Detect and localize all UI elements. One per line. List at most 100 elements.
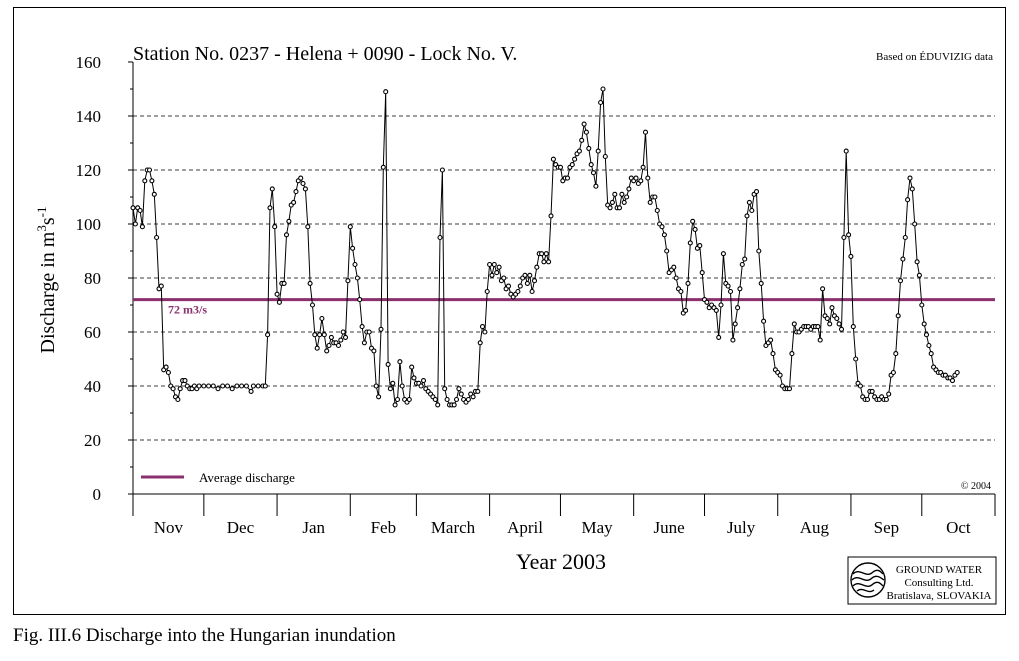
data-point xyxy=(317,332,323,338)
data-point xyxy=(265,332,271,338)
data-point xyxy=(515,288,521,295)
data-point xyxy=(411,375,417,381)
data-point xyxy=(281,280,287,286)
data-point xyxy=(272,224,278,230)
legend-label: Average discharge xyxy=(199,470,295,485)
data-point xyxy=(305,224,311,230)
data-point xyxy=(725,283,731,289)
data-point xyxy=(210,383,216,389)
data-point xyxy=(338,337,344,343)
data-point xyxy=(727,288,734,295)
data-point xyxy=(524,280,530,286)
data-point xyxy=(456,386,462,392)
data-point xyxy=(146,167,153,173)
data-point xyxy=(307,280,313,286)
data-point xyxy=(293,189,299,195)
data-point xyxy=(827,321,833,327)
legend: Average discharge xyxy=(141,470,295,485)
figure-frame xyxy=(13,7,1006,615)
x-tick-label: July xyxy=(727,518,756,537)
y-tick-labels: 0 20 40 60 80 100 120 140 160 xyxy=(76,53,102,504)
figure-caption: Fig. III.6 Discharge into the Hungarian … xyxy=(13,625,396,646)
average-label: 72 m3/s xyxy=(168,303,207,317)
data-point xyxy=(600,86,606,92)
data-point xyxy=(647,199,653,205)
data-point xyxy=(302,186,308,192)
data-point xyxy=(607,205,613,211)
data-point xyxy=(886,391,892,397)
data-point xyxy=(909,186,915,192)
data-point xyxy=(352,261,358,268)
data-point xyxy=(437,234,443,241)
logo-line3: Bratislava, SLOVAKIA xyxy=(887,590,992,602)
data-point xyxy=(654,207,660,214)
data-point xyxy=(137,207,143,214)
data-point xyxy=(581,121,587,127)
data-point xyxy=(359,324,365,330)
data-point xyxy=(354,275,360,281)
data-point xyxy=(770,351,776,357)
data-point xyxy=(366,329,372,335)
data-point xyxy=(829,305,835,311)
x-tick-label: June xyxy=(654,518,685,537)
data-point xyxy=(541,259,547,265)
data-point xyxy=(846,232,852,238)
data-point xyxy=(229,386,235,392)
data-point xyxy=(531,278,538,284)
data-point xyxy=(737,286,743,292)
chart-title: Station No. 0237 - Helena + 0090 - Lock … xyxy=(133,43,517,65)
data-point xyxy=(276,299,282,305)
data-point xyxy=(744,213,750,219)
data-point xyxy=(652,194,658,200)
data-point xyxy=(342,334,349,340)
data-point xyxy=(949,378,956,384)
data-point xyxy=(392,402,398,408)
x-tick-label: Feb xyxy=(371,518,397,537)
data-point xyxy=(687,240,693,246)
data-point xyxy=(659,224,665,230)
logo-emblem xyxy=(850,562,886,598)
data-point xyxy=(409,364,415,370)
data-point xyxy=(638,178,644,184)
data-point xyxy=(309,302,316,308)
data-point xyxy=(720,251,726,257)
data-point xyxy=(175,396,181,403)
data-point xyxy=(177,386,183,392)
data-point xyxy=(699,270,705,276)
data-point xyxy=(900,256,906,262)
data-point xyxy=(479,324,486,330)
data-point xyxy=(255,383,261,389)
data-point xyxy=(300,180,306,187)
data-point xyxy=(380,164,386,170)
data-point xyxy=(902,234,908,241)
data-point xyxy=(387,386,393,392)
data-point xyxy=(572,156,578,162)
source-note: Based on ÉDUVIZIG data xyxy=(876,51,993,63)
data-point xyxy=(869,388,875,394)
data-point xyxy=(399,383,405,389)
x-tick-label: Sep xyxy=(874,518,900,537)
data-point xyxy=(546,259,552,265)
data-point xyxy=(645,175,651,181)
data-point xyxy=(435,402,441,408)
data-point xyxy=(470,394,476,400)
data-point xyxy=(206,383,212,389)
data-point xyxy=(586,145,592,151)
data-point xyxy=(347,224,353,230)
logo-line1: GROUND WATER xyxy=(896,564,983,576)
data-point xyxy=(314,345,320,351)
data-point xyxy=(926,342,932,349)
data-point xyxy=(477,340,483,346)
y-tick-label: 160 xyxy=(76,53,102,72)
data-point xyxy=(768,337,774,343)
data-point xyxy=(954,369,960,376)
data-point xyxy=(836,321,842,327)
data-point xyxy=(527,272,533,278)
data-point xyxy=(621,199,627,205)
data-point xyxy=(820,286,826,292)
data-point xyxy=(298,175,304,181)
data-point xyxy=(442,386,448,392)
data-point xyxy=(269,186,275,192)
data-point xyxy=(154,234,160,241)
